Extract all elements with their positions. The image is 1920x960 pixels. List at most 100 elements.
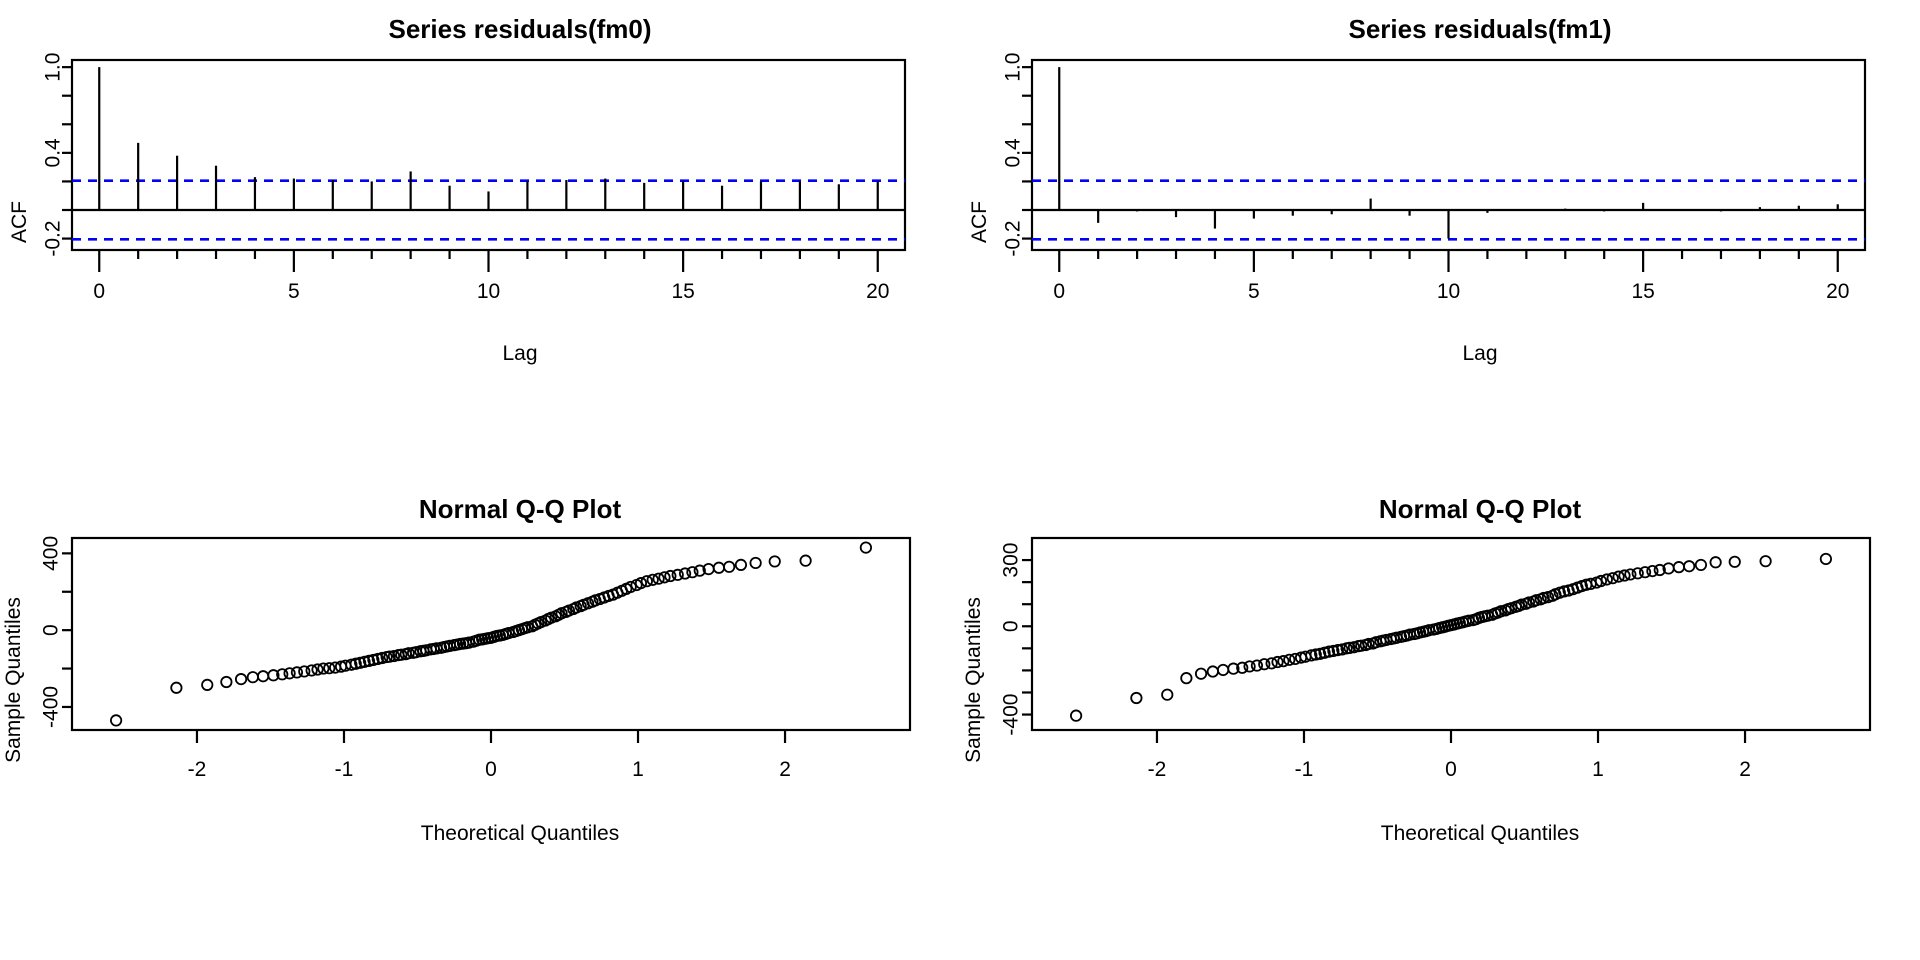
y-tick-label: 1.0: [42, 53, 65, 82]
qq-data-point: [1606, 572, 1619, 585]
qq-data-point: [402, 647, 415, 660]
panel-qq-fm0: Normal Q-Q Plot Sample Quantiles Theoret…: [0, 480, 960, 960]
qq-data-point: [305, 664, 318, 677]
qq-data-point: [1530, 594, 1543, 607]
qq-data-point: [1258, 658, 1271, 671]
qq-data-point: [1522, 596, 1536, 609]
x-tick-label: -2: [1148, 758, 1167, 781]
qq-fm0-ylabel: Sample Quantiles: [2, 597, 25, 763]
qq-data-point: [1305, 649, 1318, 662]
x-tick-label: 10: [477, 280, 500, 303]
qq-data-point: [1217, 663, 1230, 677]
qq-data-point: [371, 652, 384, 666]
x-tick-label: -1: [1295, 758, 1314, 781]
x-tick-label: 5: [1248, 280, 1260, 303]
qq-data-point: [1236, 661, 1249, 674]
qq-data-point: [1646, 565, 1659, 578]
x-tick-label: -2: [188, 758, 207, 781]
x-tick-label: 1: [632, 758, 644, 781]
qq-fm0-plot-area: -400 0 400 -2 -1 0 1 2: [40, 536, 912, 781]
panel-qq-fm1: Normal Q-Q Plot Sample Quantiles Theoret…: [960, 480, 1920, 960]
qq-data-point: [678, 567, 692, 580]
qq-data-point: [693, 564, 706, 577]
qq-data-point: [311, 663, 324, 676]
y-tick-label: 0: [40, 624, 63, 636]
qq-data-point: [323, 662, 336, 675]
qq-data-point: [1265, 657, 1278, 670]
qq-data-point: [387, 649, 401, 663]
qq-data-point: [1331, 644, 1344, 657]
qq-data-point: [799, 554, 812, 567]
panel-acf-fm0: Series residuals(fm0) ACF Lag -0.2 0.4 1.0…: [0, 0, 960, 480]
qq-data-point: [298, 665, 311, 678]
acf-fm0-plot-area: -0.2 0.4 1.0 0 5 10 15 20: [42, 53, 907, 303]
y-tick-label: 0.4: [1002, 138, 1025, 168]
qq-data-point: [1515, 598, 1528, 611]
plot-box: [1030, 536, 1872, 732]
y-tick-label: -0.2: [1002, 220, 1025, 256]
qq-data-point: [1206, 665, 1219, 678]
qq-data-point: [276, 668, 289, 681]
qq-data-point: [768, 555, 781, 568]
qq-data-point: [367, 653, 380, 667]
y-tick-label: 300: [1000, 543, 1023, 578]
qq-data-point: [1819, 552, 1832, 566]
qq-fm1-ylabel: Sample Quantiles: [962, 597, 985, 763]
qq-data-point: [234, 673, 248, 686]
qq-data-point: [383, 650, 396, 663]
qq-data-point: [290, 666, 304, 679]
qq-fm1-xlabel: Theoretical Quantiles: [1381, 822, 1579, 845]
x-tick-label: 0: [1445, 758, 1457, 781]
qq-data-point: [1227, 662, 1240, 675]
qq-data-point: [246, 671, 259, 684]
acf-fm0-svg: Series residuals(fm0) ACF Lag -0.2 0.4 1.0…: [8, 14, 907, 365]
qq-data-point: [1180, 672, 1193, 685]
qq-data-point: [1194, 667, 1208, 680]
qq-data-point: [1277, 655, 1290, 668]
qq-data-point: [362, 654, 376, 667]
qq-data-point: [170, 681, 183, 694]
qq-data-point: [395, 648, 408, 661]
y-tick-label: 0: [1000, 620, 1023, 632]
qq-data-point: [1070, 709, 1083, 722]
y-tick-label: -0.2: [42, 220, 65, 256]
x-tick-label: 20: [1826, 280, 1849, 303]
qq-fm0-xlabel: Theoretical Quantiles: [421, 822, 619, 845]
acf-fm1-title: Series residuals(fm1): [1348, 14, 1611, 44]
qq-data-point: [345, 658, 358, 671]
qq-data-point: [267, 669, 280, 682]
qq-data-point: [671, 568, 684, 581]
acf-fm0-xlabel: Lag: [502, 342, 537, 365]
y-tick-label: -400: [40, 686, 63, 728]
qq-data-point: [1728, 555, 1741, 568]
y-tick-label: 400: [40, 536, 63, 571]
x-tick-label: 5: [288, 280, 300, 303]
qq-data-point: [201, 678, 214, 691]
qq-data-point: [1283, 653, 1296, 666]
qq-data-point: [358, 655, 371, 668]
qq-data-point: [1694, 558, 1708, 572]
qq-data-point: [723, 560, 736, 573]
qq-fm0-title: Normal Q-Q Plot: [419, 494, 622, 524]
qq-data-point: [1327, 644, 1340, 658]
qq-data-point: [521, 621, 534, 634]
qq-data-point: [110, 714, 123, 727]
y-tick-label: 0.4: [42, 138, 65, 168]
x-tick-label: 10: [1437, 280, 1460, 303]
qq-data-point: [658, 571, 671, 584]
qq-data-point: [1322, 645, 1336, 658]
qq-data-point: [749, 556, 762, 570]
qq-data-point: [1631, 567, 1644, 580]
qq-data-point: [1653, 563, 1666, 577]
y-tick-label: 1.0: [1002, 53, 1025, 82]
qq-data-point: [652, 572, 665, 585]
x-tick-label: 1: [1592, 758, 1604, 781]
x-tick-label: 0: [1053, 280, 1065, 303]
qq-data-point: [1683, 560, 1696, 573]
qq-data-point: [859, 541, 872, 554]
qq-data-point: [712, 561, 725, 574]
qq-data-point: [1130, 691, 1143, 705]
x-tick-label: 2: [779, 758, 791, 781]
x-tick-label: 15: [671, 280, 694, 303]
qq-data-point: [1759, 555, 1772, 568]
